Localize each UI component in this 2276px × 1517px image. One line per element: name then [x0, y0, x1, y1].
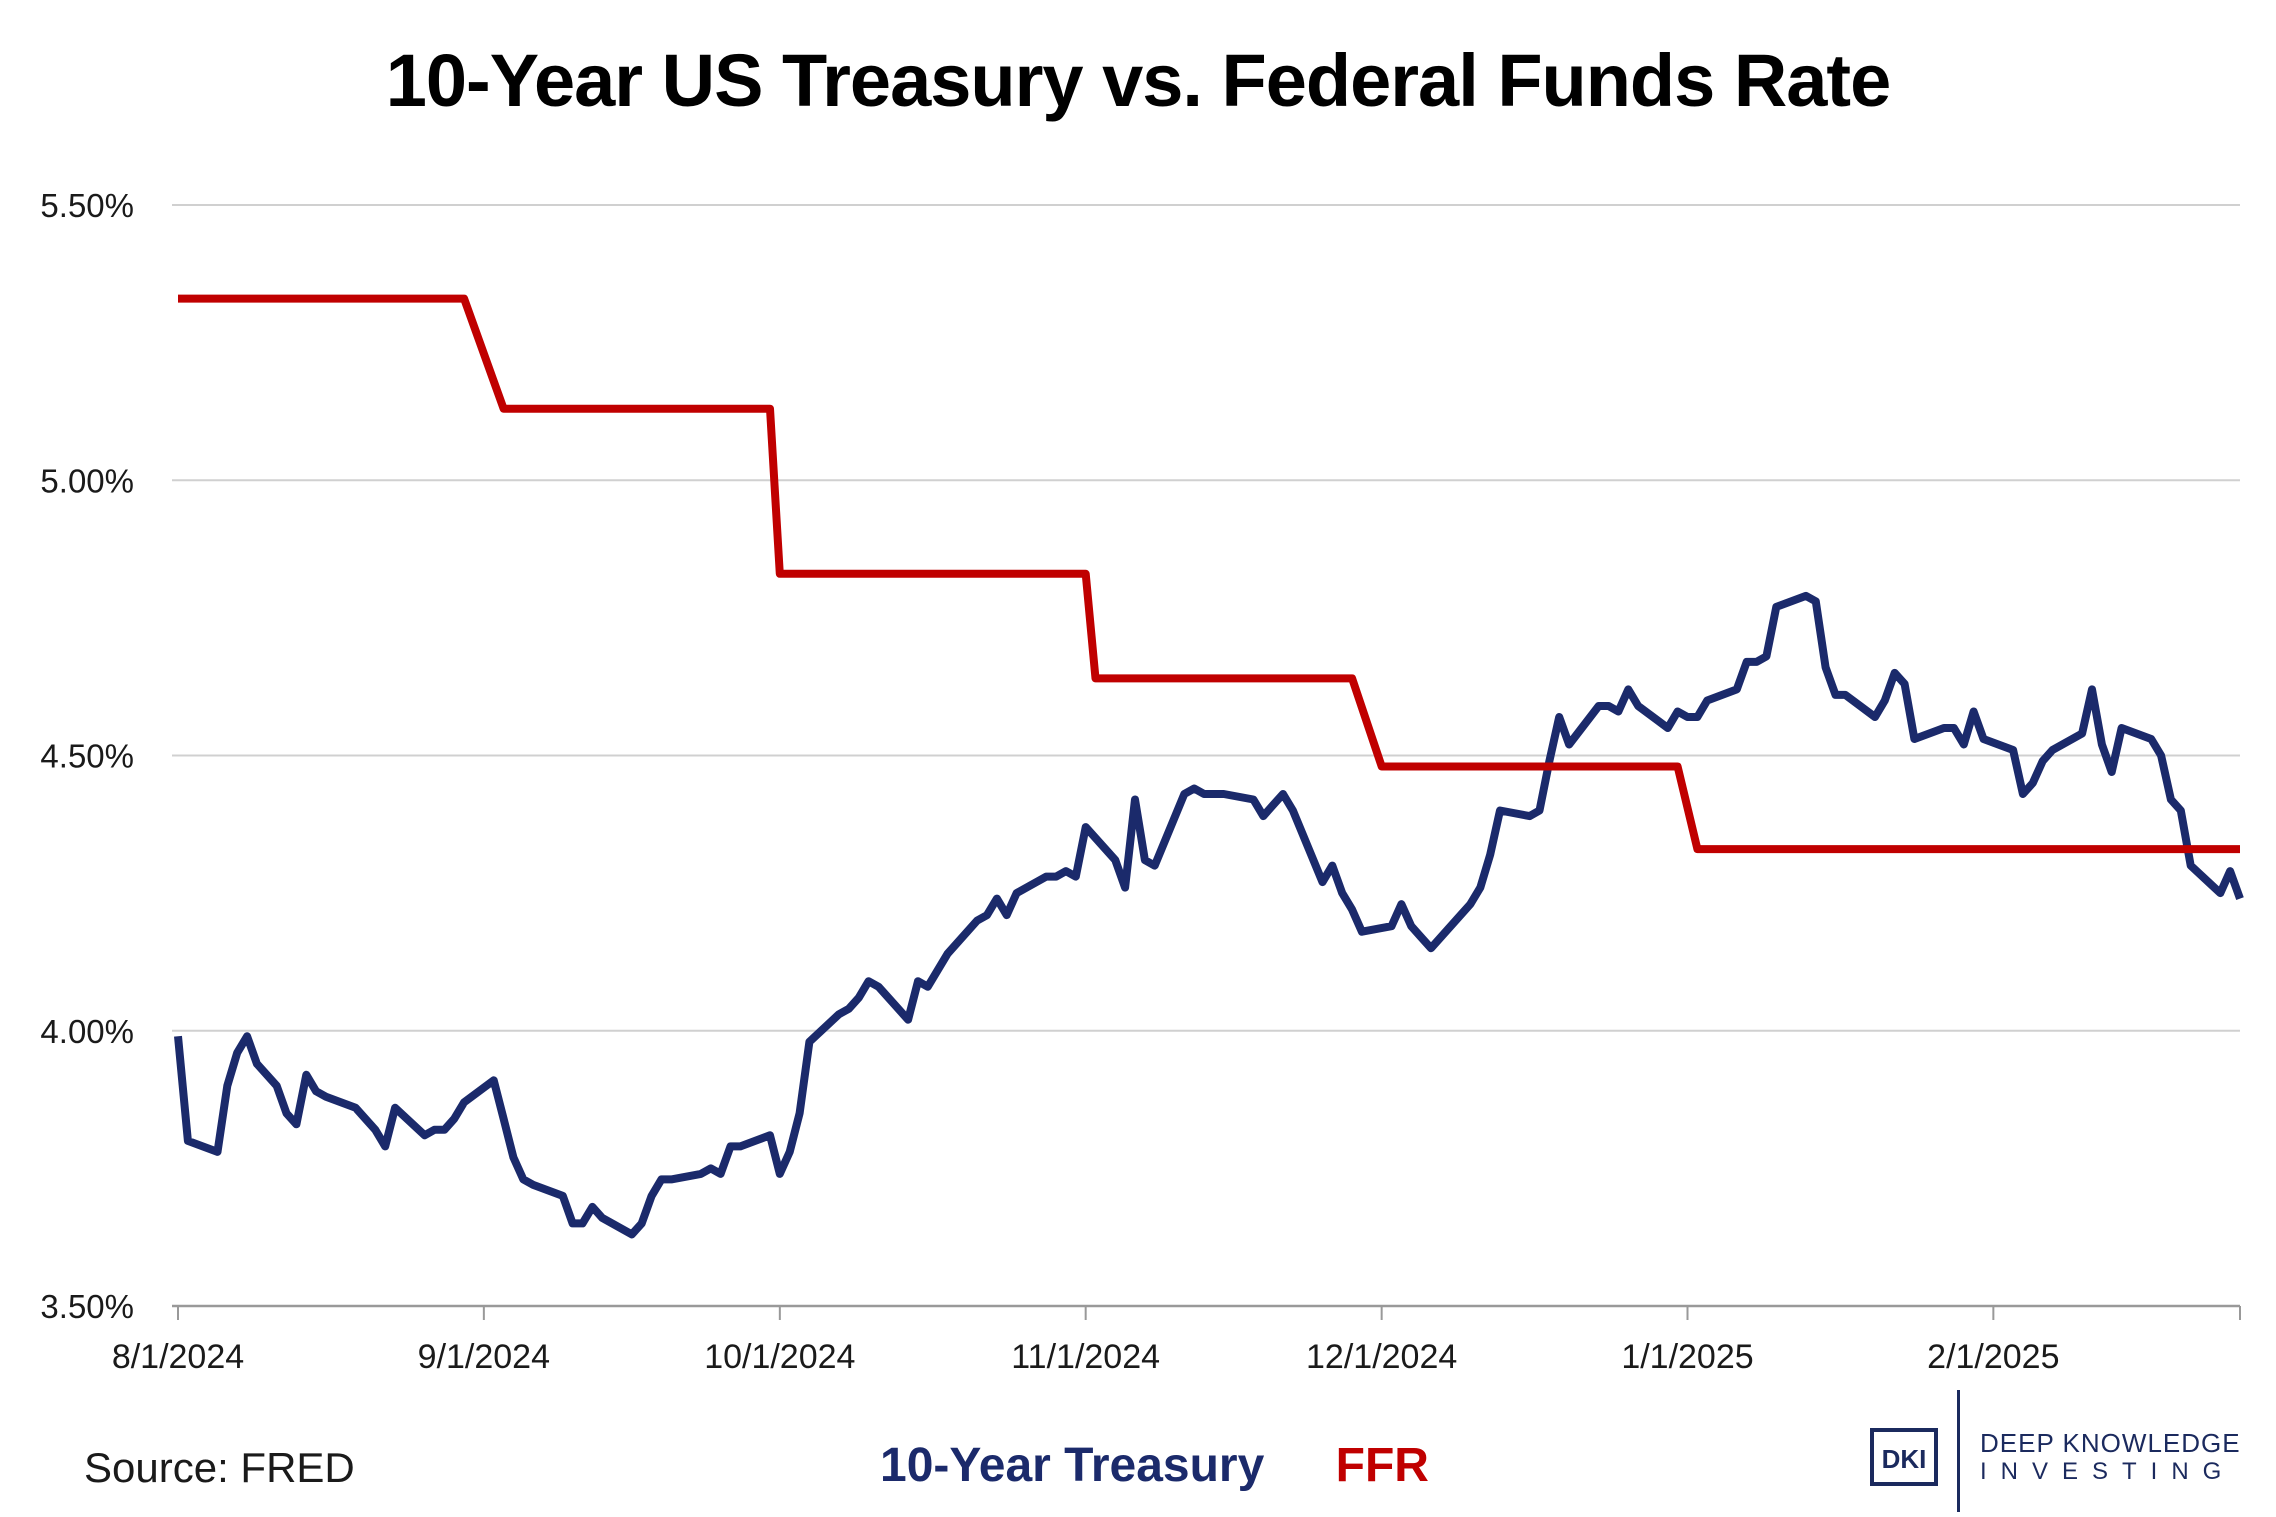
y-tick-label: 5.50% [40, 187, 134, 224]
series-line-ffr [178, 294, 2240, 854]
series-line-treasury [174, 591, 2244, 1239]
y-axis-ticks: 3.50% 4.00% 4.50% 5.00% 5.50% [40, 187, 134, 1325]
gridlines [172, 204, 2240, 1308]
legend-item-ffr: FFR [1335, 1439, 1429, 1492]
x-tick-label: 10/1/2024 [704, 1338, 855, 1376]
line-chart: 3.50% 4.00% 4.50% 5.00% 5.50% 8/1/2024 9/1/20… [40, 187, 2244, 1376]
y-tick-label: 5.00% [40, 462, 134, 499]
x-tick-label: 9/1/2024 [418, 1338, 550, 1376]
x-tick-label: 2/1/2025 [1927, 1338, 2059, 1376]
chart-title: 10-Year US Treasury vs. Federal Funds Ra… [385, 39, 1891, 122]
y-tick-label: 4.50% [40, 738, 134, 775]
logo-line-2: INVESTING [1980, 1458, 2236, 1485]
source-label: Source: FRED [84, 1444, 355, 1491]
logo-mark-text: DKI [1881, 1444, 1927, 1474]
logo-mark-box: DKI [1870, 1428, 1938, 1486]
logo-line-1: DEEP KNOWLEDGE [1980, 1428, 2241, 1458]
logo-divider [1957, 1390, 1960, 1512]
x-tick-label: 11/1/2024 [1011, 1338, 1160, 1376]
series-lines [174, 294, 2244, 1239]
x-tick-label: 8/1/2024 [112, 1338, 244, 1376]
x-tick-label: 1/1/2025 [1621, 1338, 1753, 1376]
y-tick-label: 3.50% [40, 1288, 134, 1325]
y-tick-label: 4.00% [40, 1013, 134, 1050]
dki-logo: DKI DEEP KNOWLEDGE INVESTING [1862, 1390, 2252, 1512]
x-axis: 8/1/2024 9/1/2024 10/1/2024 11/1/2024 12/1/2… [112, 1306, 2241, 1376]
legend-item-treasury: 10-Year Treasury [880, 1439, 1265, 1492]
x-tick-label: 12/1/2024 [1306, 1338, 1457, 1376]
legend: 10-Year Treasury FFR [880, 1438, 1487, 1493]
